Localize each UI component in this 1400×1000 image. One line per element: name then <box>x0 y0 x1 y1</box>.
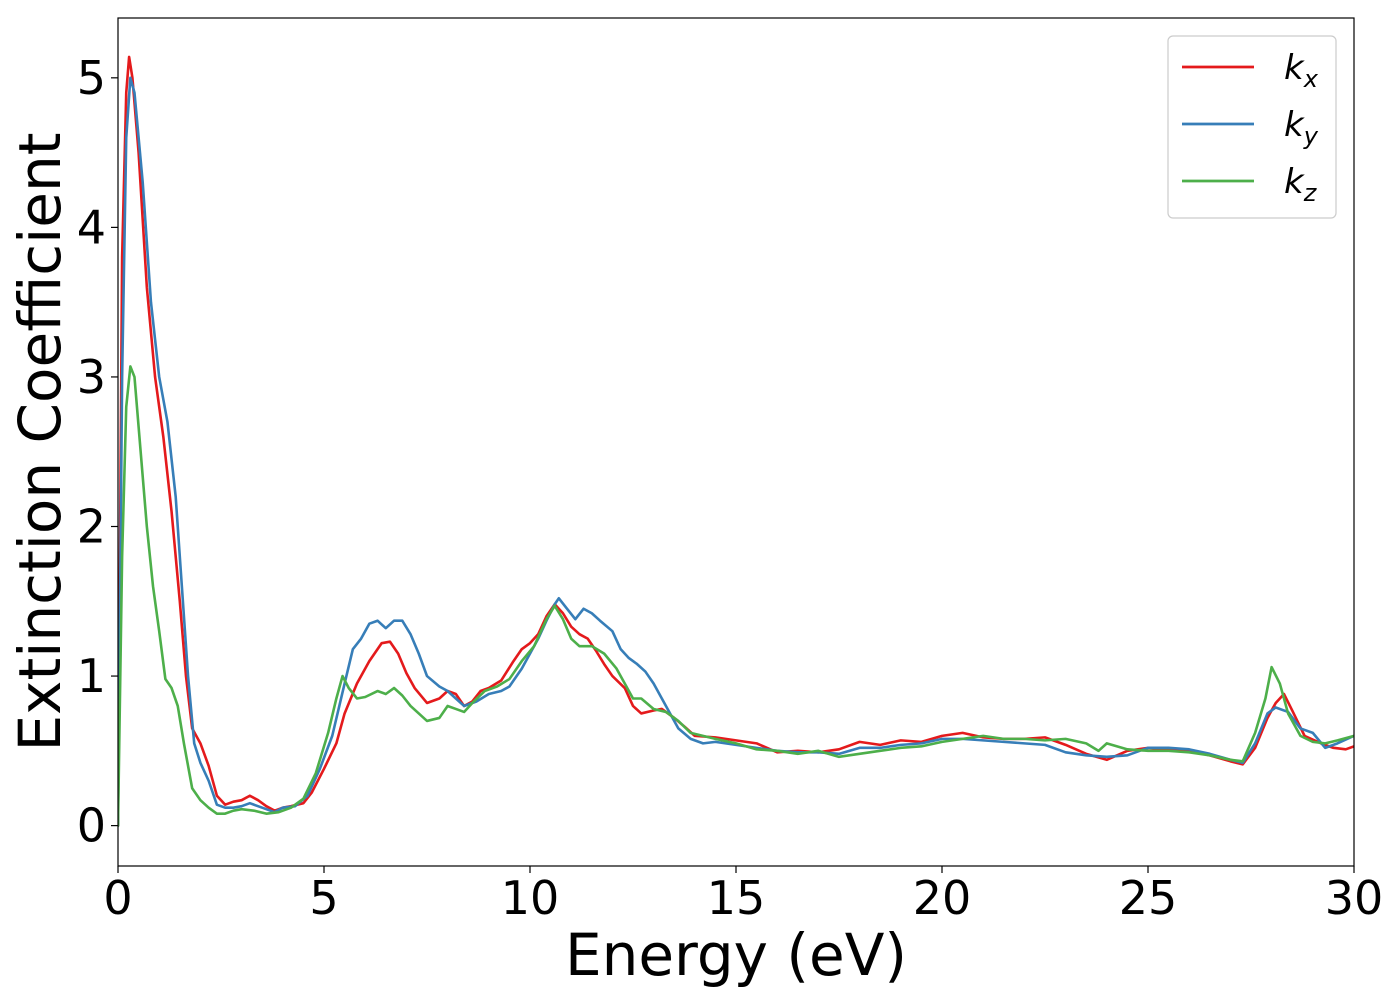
legend-label-sub: z <box>1303 179 1318 207</box>
x-axis-title: Energy (eV) <box>565 921 907 989</box>
legend-label: ky <box>1284 105 1319 150</box>
x-axis-ticks: 0 5 10 15 20 25 30 <box>103 866 1383 925</box>
y-axis-title: Extinction Coefficient <box>6 133 74 752</box>
y-tick-label: 5 <box>77 51 106 105</box>
legend-label: kx <box>1284 48 1319 93</box>
legend-label-sub: x <box>1303 65 1319 93</box>
x-tick-label: 15 <box>707 871 766 925</box>
x-tick-label: 10 <box>501 871 560 925</box>
y-tick-label: 4 <box>77 200 106 254</box>
legend-box <box>1167 35 1337 219</box>
x-tick-label: 5 <box>309 871 338 925</box>
legend-label-main: k <box>1284 162 1305 202</box>
y-tick-label: 3 <box>77 350 106 404</box>
x-tick-label: 25 <box>1119 871 1178 925</box>
series-line-ky <box>118 76 1354 827</box>
x-tick-label: 30 <box>1325 871 1384 925</box>
series-line-kz <box>118 365 1354 827</box>
legend-item-kz: kz <box>1182 162 1318 207</box>
y-tick-label: 1 <box>77 649 106 703</box>
legend-item-kx: kx <box>1182 48 1319 93</box>
legend-label: kz <box>1284 162 1318 207</box>
legend-label-main: k <box>1284 48 1305 88</box>
x-tick-label: 20 <box>913 871 972 925</box>
legend-label-sub: y <box>1303 122 1319 150</box>
y-tick-label: 2 <box>77 500 106 554</box>
series-layer <box>118 55 1354 827</box>
y-tick-label: 0 <box>77 799 106 853</box>
series-line-kx <box>118 55 1354 827</box>
legend-item-ky: ky <box>1182 105 1319 150</box>
x-tick-label: 0 <box>103 871 132 925</box>
legend-label-main: k <box>1284 105 1305 145</box>
y-axis-ticks: 0 1 2 3 4 5 <box>77 51 118 853</box>
